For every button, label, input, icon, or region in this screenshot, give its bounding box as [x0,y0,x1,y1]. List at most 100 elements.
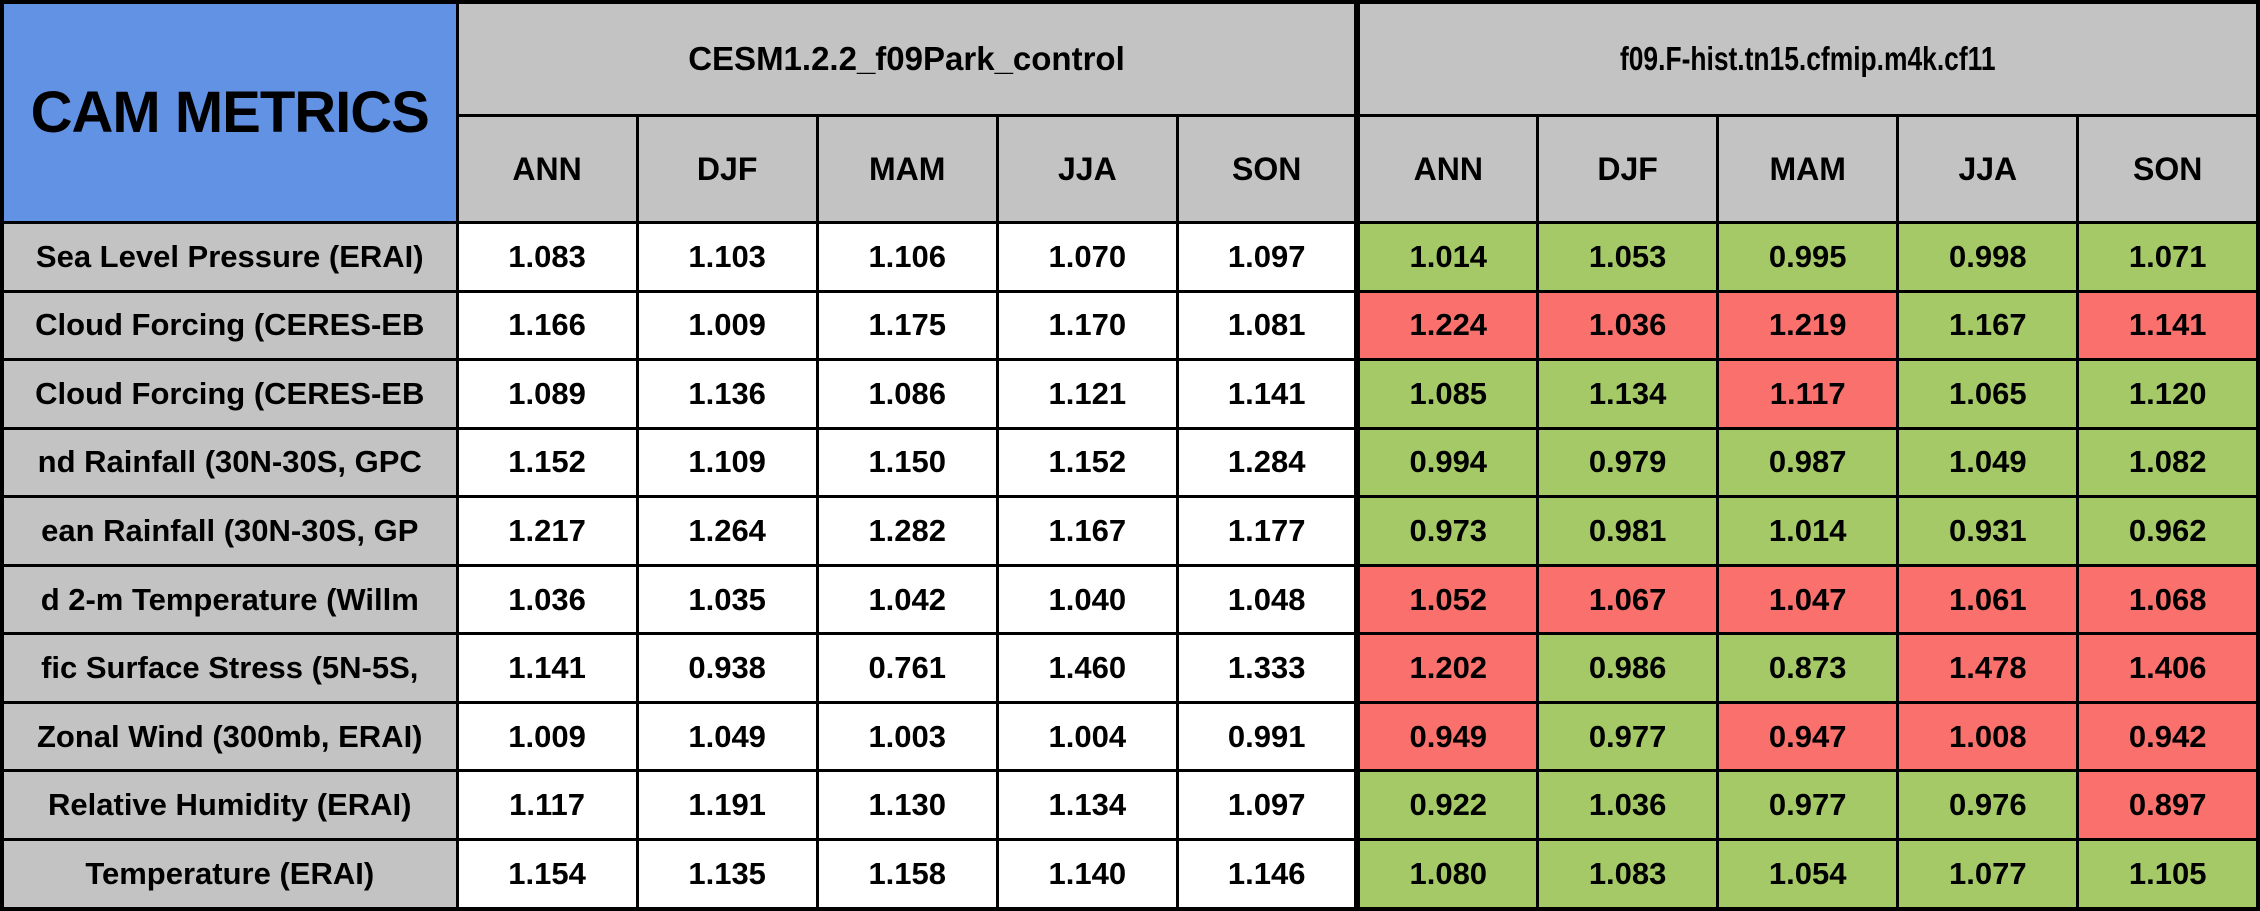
table-row: Relative Humidity (ERAI) 1.117 1.191 1.130 1… [0,769,2260,841]
control-value-cell: 1.097 [1175,221,1359,293]
season-header-control-mam: MAM [815,114,999,224]
season-header-row: ANN DJF MAM JJA SON ANN DJF MAM JJA SON [2,114,2260,224]
experiment-value-cell: 0.977 [1536,700,1720,773]
season-header-experiment-son: SON [2076,114,2260,224]
control-value-cell: 1.048 [1175,563,1359,636]
experiment-value-cell: 1.036 [1536,769,1720,841]
control-value-cell: 1.036 [455,563,639,636]
season-header-experiment-mam: MAM [1716,114,1900,224]
control-value-cell: 0.761 [815,632,999,704]
table-row: nd Rainfall (30N-30S, GPC 1.152 1.109 1.150… [0,426,2260,499]
control-value-cell: 1.166 [455,289,639,362]
season-header-experiment-jja: JJA [1896,114,2080,224]
experiment-value-cell: 0.986 [1536,632,1720,704]
experiment-value-cell: 1.067 [1536,563,1720,636]
season-header-control-djf: DJF [635,114,819,224]
metric-label: ean Rainfall (30N-30S, GP [0,495,459,567]
season-header-control-son: SON [1175,114,1359,224]
metric-label: fic Surface Stress (5N-5S, [0,632,459,704]
control-value-cell: 1.152 [455,426,639,499]
experiment-value-cell: 0.981 [1536,495,1720,567]
experiment-value-cell: 0.998 [1896,221,2080,293]
control-value-cell: 1.333 [1175,632,1359,704]
control-value-cell: 1.167 [995,495,1179,567]
experiment-value-cell: 0.922 [1354,769,1540,841]
experiment-value-cell: 1.167 [1896,289,2080,362]
table-row: Sea Level Pressure (ERAI) 1.083 1.103 1.106… [0,221,2260,293]
table-row: Cloud Forcing (CERES-EB 1.166 1.009 1.175 1.… [0,289,2260,362]
metric-label: Cloud Forcing (CERES-EB [0,358,459,430]
experiment-value-cell: 1.068 [2076,563,2260,636]
model-header-control: CESM1.2.2_f09Park_control [455,0,1359,117]
experiment-value-cell: 0.973 [1354,495,1540,567]
control-value-cell: 1.083 [455,221,639,293]
control-value-cell: 1.009 [455,700,639,773]
control-value-cell: 1.089 [455,358,639,430]
experiment-value-cell: 1.049 [1896,426,2080,499]
control-value-cell: 1.141 [455,632,639,704]
experiment-value-cell: 1.080 [1354,837,1540,911]
experiment-value-cell: 0.987 [1716,426,1900,499]
control-value-cell: 1.191 [635,769,819,841]
experiment-value-cell: 1.406 [2076,632,2260,704]
control-value-cell: 1.040 [995,563,1179,636]
control-value-cell: 1.086 [815,358,999,430]
table-title-cell: CAM METRICS [0,0,459,224]
experiment-value-cell: 1.008 [1896,700,2080,773]
experiment-value-cell: 1.014 [1354,221,1540,293]
experiment-value-cell: 1.047 [1716,563,1900,636]
control-value-cell: 1.109 [635,426,819,499]
control-value-cell: 1.264 [635,495,819,567]
model-name-experiment: f09.F-hist.tn15.cfmip.m4k.cf11 [1620,40,1997,77]
experiment-value-cell: 1.117 [1716,358,1900,430]
model-header-experiment: f09.F-hist.tn15.cfmip.m4k.cf11 [1354,0,2260,117]
table-row: Zonal Wind (300mb, ERAI) 1.009 1.049 1.003 1… [0,700,2260,773]
experiment-value-cell: 1.053 [1536,221,1720,293]
season-header-experiment-ann: ANN [1354,114,1540,224]
experiment-value-cell: 1.077 [1896,837,2080,911]
experiment-value-cell: 1.141 [2076,289,2260,362]
control-value-cell: 1.170 [995,289,1179,362]
control-value-cell: 1.106 [815,221,999,293]
control-value-cell: 1.035 [635,563,819,636]
control-value-cell: 1.130 [815,769,999,841]
control-value-cell: 1.158 [815,837,999,911]
metric-label: Zonal Wind (300mb, ERAI) [0,700,459,773]
experiment-value-cell: 1.219 [1716,289,1900,362]
experiment-value-cell: 0.995 [1716,221,1900,293]
control-value-cell: 1.097 [1175,769,1359,841]
control-value-cell: 1.009 [635,289,819,362]
control-value-cell: 1.150 [815,426,999,499]
control-value-cell: 1.282 [815,495,999,567]
control-value-cell: 1.070 [995,221,1179,293]
metric-label: Temperature (ERAI) [0,837,459,911]
experiment-value-cell: 0.962 [2076,495,2260,567]
control-value-cell: 1.135 [635,837,819,911]
experiment-value-cell: 1.202 [1354,632,1540,704]
experiment-value-cell: 1.478 [1896,632,2080,704]
control-value-cell: 1.003 [815,700,999,773]
experiment-value-cell: 1.014 [1716,495,1900,567]
table-row: Cloud Forcing (CERES-EB 1.089 1.136 1.086 1.… [0,358,2260,430]
experiment-value-cell: 1.083 [1536,837,1720,911]
control-value-cell: 1.103 [635,221,819,293]
experiment-value-cell: 1.036 [1536,289,1720,362]
experiment-value-cell: 1.085 [1354,358,1540,430]
experiment-value-cell: 0.994 [1354,426,1540,499]
experiment-value-cell: 1.065 [1896,358,2080,430]
metric-label: Cloud Forcing (CERES-EB [0,289,459,362]
experiment-value-cell: 0.873 [1716,632,1900,704]
experiment-value-cell: 1.061 [1896,563,2080,636]
control-value-cell: 1.460 [995,632,1179,704]
control-value-cell: 1.117 [455,769,639,841]
table-title: CAM METRICS [30,80,430,145]
model-name-control: CESM1.2.2_f09Park_control [688,40,1125,77]
experiment-value-cell: 0.976 [1896,769,2080,841]
experiment-value-cell: 1.071 [2076,221,2260,293]
metric-label: Relative Humidity (ERAI) [0,769,459,841]
metrics-body: Sea Level Pressure (ERAI) 1.083 1.103 1.106… [0,221,2260,911]
table-row: fic Surface Stress (5N-5S, 1.141 0.938 0.76… [0,632,2260,704]
metric-label: nd Rainfall (30N-30S, GPC [0,426,459,499]
